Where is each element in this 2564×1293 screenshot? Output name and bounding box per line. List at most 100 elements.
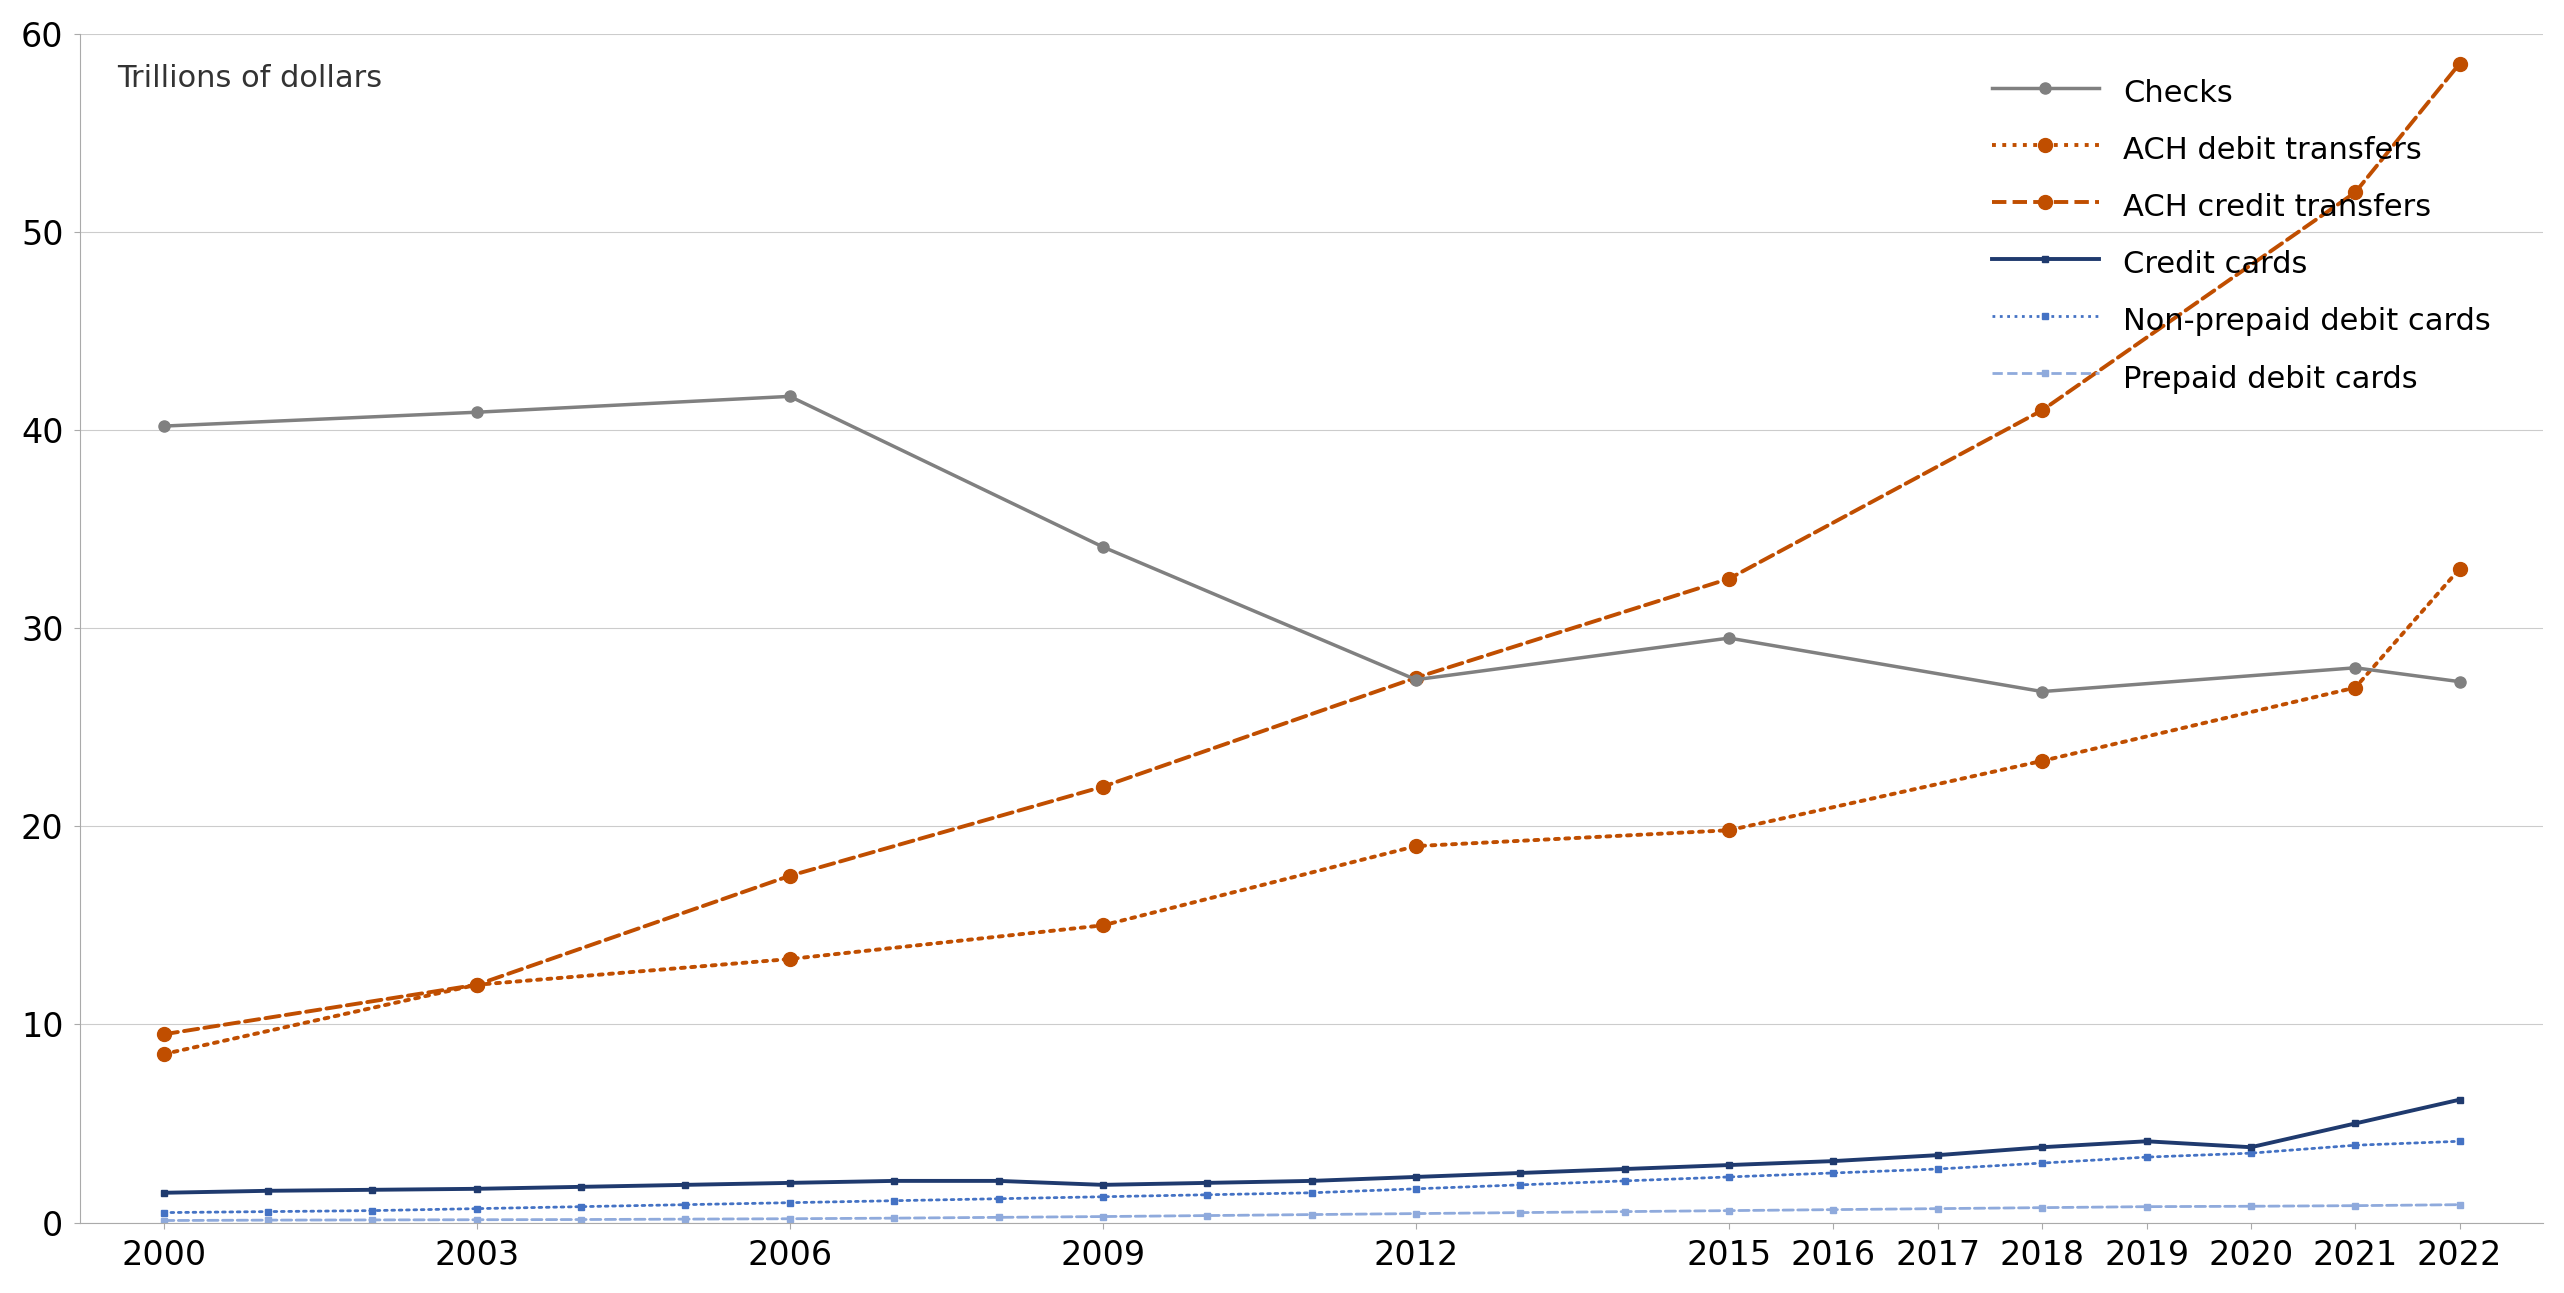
Checks xyxy=(149,419,179,434)
Checks xyxy=(774,389,805,405)
Checks xyxy=(1713,630,1744,645)
Non-prepaid debit cards xyxy=(254,1204,285,1219)
Credit cards xyxy=(1923,1147,1954,1162)
Non-prepaid debit cards xyxy=(1400,1181,1431,1196)
Checks xyxy=(462,405,492,420)
Prepaid debit cards xyxy=(1192,1208,1223,1223)
Prepaid debit cards xyxy=(982,1209,1013,1224)
Non-prepaid debit cards xyxy=(1505,1177,1536,1192)
ACH debit transfers xyxy=(149,1046,179,1062)
Non-prepaid debit cards xyxy=(1297,1184,1328,1200)
Prepaid debit cards xyxy=(1923,1201,1954,1217)
ACH debit transfers xyxy=(774,952,805,967)
Credit cards xyxy=(669,1177,700,1192)
Prepaid debit cards xyxy=(2236,1199,2267,1214)
Credit cards xyxy=(774,1175,805,1191)
ACH credit transfers xyxy=(1713,572,1744,587)
ACH credit transfers xyxy=(2341,185,2372,200)
Line: Non-prepaid debit cards: Non-prepaid debit cards xyxy=(159,1138,2464,1217)
Prepaid debit cards xyxy=(669,1212,700,1227)
Line: ACH credit transfers: ACH credit transfers xyxy=(156,57,2467,1041)
ACH credit transfers xyxy=(2026,402,2056,418)
ACH debit transfers xyxy=(2341,680,2372,696)
Non-prepaid debit cards xyxy=(149,1205,179,1221)
ACH credit transfers xyxy=(1087,778,1118,794)
Credit cards xyxy=(2026,1139,2056,1155)
ACH credit transfers xyxy=(774,868,805,883)
Line: Checks: Checks xyxy=(159,390,2464,697)
Non-prepaid debit cards xyxy=(1818,1165,1849,1181)
Credit cards xyxy=(1297,1173,1328,1188)
ACH debit transfers xyxy=(1087,918,1118,934)
Credit cards xyxy=(2131,1134,2161,1149)
ACH credit transfers xyxy=(462,978,492,993)
Non-prepaid debit cards xyxy=(982,1191,1013,1206)
Prepaid debit cards xyxy=(2443,1197,2474,1213)
Non-prepaid debit cards xyxy=(1192,1187,1223,1202)
Non-prepaid debit cards xyxy=(1713,1169,1744,1184)
Non-prepaid debit cards xyxy=(879,1193,910,1209)
Prepaid debit cards xyxy=(1505,1205,1536,1221)
ACH debit transfers xyxy=(2443,561,2474,577)
Non-prepaid debit cards xyxy=(2236,1146,2267,1161)
Credit cards xyxy=(1505,1165,1536,1181)
Prepaid debit cards xyxy=(462,1212,492,1227)
Credit cards xyxy=(2341,1116,2372,1131)
Non-prepaid debit cards xyxy=(2131,1149,2161,1165)
Prepaid debit cards xyxy=(774,1212,805,1227)
Prepaid debit cards xyxy=(356,1212,387,1227)
Legend: Checks, ACH debit transfers, ACH credit transfers, Credit cards, Non-prepaid deb: Checks, ACH debit transfers, ACH credit … xyxy=(1979,61,2502,409)
Prepaid debit cards xyxy=(2026,1200,2056,1215)
Non-prepaid debit cards xyxy=(1087,1190,1118,1205)
Text: Trillions of dollars: Trillions of dollars xyxy=(118,63,382,93)
Non-prepaid debit cards xyxy=(1923,1161,1954,1177)
Non-prepaid debit cards xyxy=(2026,1156,2056,1171)
ACH debit transfers xyxy=(1400,838,1431,853)
Credit cards xyxy=(879,1173,910,1188)
Line: Credit cards: Credit cards xyxy=(159,1096,2464,1196)
Non-prepaid debit cards xyxy=(567,1199,597,1214)
Checks xyxy=(2341,659,2372,675)
ACH debit transfers xyxy=(2026,753,2056,768)
Checks xyxy=(1400,672,1431,688)
Checks xyxy=(2443,674,2474,689)
Checks xyxy=(1087,539,1118,555)
Credit cards xyxy=(2236,1139,2267,1155)
Non-prepaid debit cards xyxy=(462,1201,492,1217)
Prepaid debit cards xyxy=(567,1212,597,1227)
ACH debit transfers xyxy=(1713,822,1744,838)
Credit cards xyxy=(2443,1091,2474,1107)
Credit cards xyxy=(149,1184,179,1200)
Prepaid debit cards xyxy=(254,1213,285,1228)
Non-prepaid debit cards xyxy=(669,1197,700,1213)
Credit cards xyxy=(254,1183,285,1199)
Prepaid debit cards xyxy=(879,1210,910,1226)
ACH debit transfers xyxy=(462,978,492,993)
Credit cards xyxy=(567,1179,597,1195)
ACH credit transfers xyxy=(1400,670,1431,685)
Prepaid debit cards xyxy=(1297,1206,1328,1222)
Prepaid debit cards xyxy=(1610,1204,1641,1219)
Prepaid debit cards xyxy=(1400,1206,1431,1222)
ACH credit transfers xyxy=(2443,56,2474,71)
ACH credit transfers xyxy=(149,1027,179,1042)
Non-prepaid debit cards xyxy=(356,1202,387,1218)
Non-prepaid debit cards xyxy=(2443,1134,2474,1149)
Credit cards xyxy=(1192,1175,1223,1191)
Credit cards xyxy=(1400,1169,1431,1184)
Line: Prepaid debit cards: Prepaid debit cards xyxy=(159,1201,2464,1224)
Prepaid debit cards xyxy=(1818,1202,1849,1218)
Credit cards xyxy=(1610,1161,1641,1177)
Credit cards xyxy=(982,1173,1013,1188)
Non-prepaid debit cards xyxy=(774,1195,805,1210)
Prepaid debit cards xyxy=(2341,1197,2372,1213)
Credit cards xyxy=(356,1182,387,1197)
Credit cards xyxy=(462,1181,492,1196)
Prepaid debit cards xyxy=(149,1213,179,1228)
Line: ACH debit transfers: ACH debit transfers xyxy=(156,561,2467,1062)
Checks xyxy=(2026,684,2056,700)
Non-prepaid debit cards xyxy=(2341,1138,2372,1153)
Credit cards xyxy=(1087,1177,1118,1192)
Prepaid debit cards xyxy=(1713,1202,1744,1218)
Prepaid debit cards xyxy=(2131,1199,2161,1214)
